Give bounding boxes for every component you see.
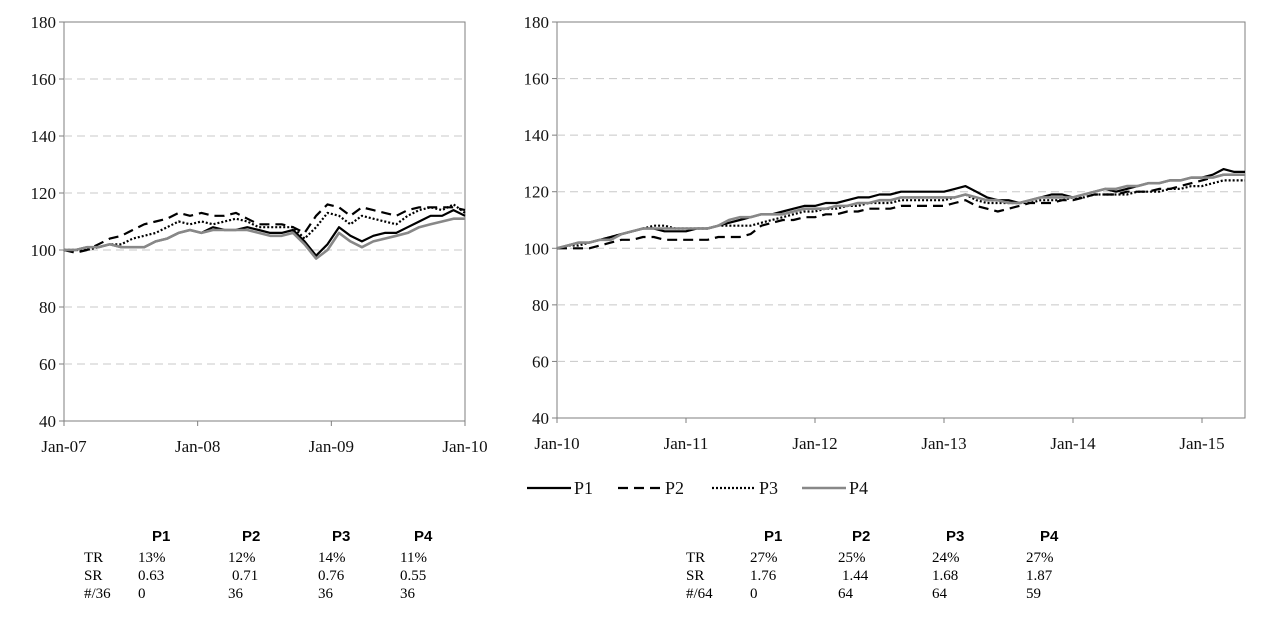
stats-cell: 0.76 — [318, 568, 345, 584]
y-tick-label: 140 — [31, 127, 57, 146]
stats-row-label: SR — [84, 568, 103, 584]
stats-cell: 0.71 — [232, 568, 259, 584]
y-tick-label: 160 — [31, 70, 57, 89]
stats-cell: 12% — [228, 550, 256, 566]
right-chart: 40 60 80 100 120 140 160 180 Jan-10 Jan-11 Jan-12 J… — [524, 13, 1246, 453]
stats-header-p2: P2 — [852, 528, 871, 545]
y-tick-label: 180 — [31, 13, 57, 32]
series-line-p4 — [64, 217, 465, 260]
y-tick-label: 100 — [524, 239, 550, 258]
stats-cell: 11% — [400, 550, 427, 566]
stats-cell: 1.68 — [932, 568, 959, 584]
left-chart: 40 60 80 100 120 140 160 180 Jan-07 Jan-08 Jan-09 J… — [31, 13, 488, 456]
stats-table-right: P1 P2 P3 P4 TR 27% 25% 24% 27% SR 1.76 1.44 1.68 1.87… — [686, 528, 1106, 618]
stats-cell: 64 — [838, 586, 853, 602]
legend: P1 P2 P3 P4 — [527, 478, 868, 498]
x-tick-label: Jan-14 — [1050, 434, 1096, 453]
x-tick-label: Jan-09 — [309, 437, 354, 456]
y-tick-label: 100 — [31, 241, 57, 260]
y-tick-label: 40 — [39, 412, 56, 431]
legend-label-p3: P3 — [759, 478, 778, 498]
legend-label-p4: P4 — [849, 478, 868, 498]
y-tick-label: 80 — [532, 296, 549, 315]
stats-header-p2: P2 — [242, 528, 261, 545]
stats-cell: 27% — [1026, 550, 1054, 566]
legend-label-p2: P2 — [665, 478, 684, 498]
stats-header-p1: P1 — [152, 528, 171, 545]
y-tick-label: 140 — [524, 126, 550, 145]
stats-row-label: TR — [686, 550, 706, 566]
y-tick-label: 60 — [532, 352, 549, 371]
stats-row-label: #/64 — [686, 586, 713, 602]
series-line-p4 — [556, 173, 1245, 250]
x-tick-label: Jan-10 — [534, 434, 579, 453]
y-tick-label: 180 — [524, 13, 550, 32]
stats-table-left: P1 P2 P3 P4 TR 13% 12% 14% 11% SR 0.63 0.71 0.76 0.55… — [84, 528, 504, 618]
stats-cell: 0 — [138, 586, 146, 602]
stats-row-label: #/36 — [84, 586, 111, 602]
x-tick-label: Jan-15 — [1179, 434, 1224, 453]
stats-cell: 24% — [932, 550, 960, 566]
stats-cell: 25% — [838, 550, 866, 566]
stats-cell: 59 — [1026, 586, 1041, 602]
stats-cell: 64 — [932, 586, 947, 602]
stats-header-p4: P4 — [1040, 528, 1059, 545]
stats-cell: 36 — [400, 586, 415, 602]
x-tick-label: Jan-10 — [442, 437, 487, 456]
series-line-p2 — [63, 203, 466, 254]
x-tick-label: Jan-12 — [792, 434, 837, 453]
stats-header-p3: P3 — [332, 528, 351, 545]
y-tick-label: 160 — [524, 70, 550, 89]
stats-cell: 36 — [318, 586, 333, 602]
stats-cell: 0 — [750, 586, 758, 602]
x-tick-label: Jan-08 — [175, 437, 220, 456]
x-tick-label: Jan-11 — [664, 434, 709, 453]
y-tick-label: 120 — [31, 184, 57, 203]
stats-cell: 1.76 — [750, 568, 777, 584]
stats-cell: 1.44 — [842, 568, 869, 584]
y-tick-label: 60 — [39, 355, 56, 374]
stats-header-p1: P1 — [764, 528, 783, 545]
y-tick-label: 40 — [532, 409, 549, 428]
y-tick-label: 80 — [39, 298, 56, 317]
stats-cell: 13% — [138, 550, 166, 566]
x-tick-label: Jan-13 — [921, 434, 966, 453]
plot-frame — [556, 21, 1246, 419]
plot-frame — [63, 21, 466, 422]
stats-cell: 0.63 — [138, 568, 165, 584]
stats-cell: 1.87 — [1026, 568, 1053, 584]
stats-row-label: TR — [84, 550, 104, 566]
x-tick-label: Jan-07 — [41, 437, 87, 456]
series-line-p2 — [557, 173, 1245, 250]
stats-cell: 27% — [750, 550, 778, 566]
stats-header-p4: P4 — [414, 528, 433, 545]
stats-cell: 36 — [228, 586, 243, 602]
series-line-p1 — [556, 168, 1245, 250]
y-tick-label: 120 — [524, 183, 550, 202]
stats-header-p3: P3 — [946, 528, 965, 545]
stats-row-label: SR — [686, 568, 705, 584]
series-line-p3 — [64, 203, 466, 252]
stats-cell: 14% — [318, 550, 346, 566]
stats-cell: 0.55 — [400, 568, 427, 584]
legend-label-p1: P1 — [574, 478, 593, 498]
